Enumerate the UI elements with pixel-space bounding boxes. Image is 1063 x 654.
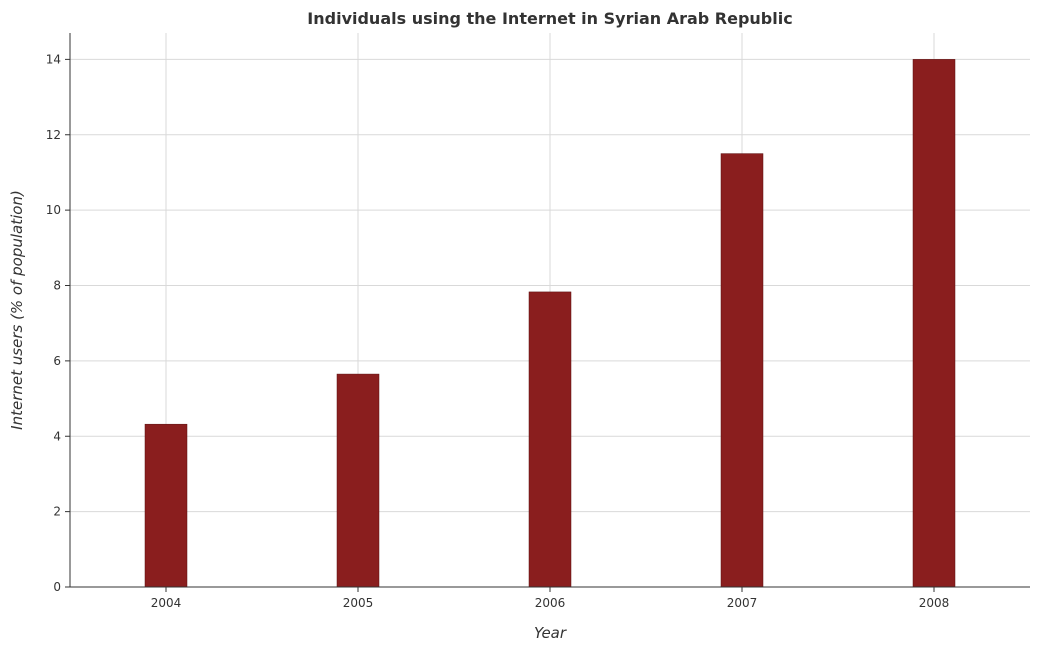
bar bbox=[336, 373, 380, 588]
x-ticks: 2004 2005 2006 2007 2008 bbox=[151, 587, 950, 610]
y-tick-label: 10 bbox=[46, 203, 61, 217]
bars bbox=[144, 59, 956, 588]
y-tick-label: 4 bbox=[53, 429, 61, 443]
x-tick-label: 2005 bbox=[343, 596, 374, 610]
y-tick-label: 14 bbox=[46, 52, 61, 66]
x-tick-label: 2004 bbox=[151, 596, 182, 610]
x-tick-label: 2007 bbox=[727, 596, 758, 610]
y-tick-label: 8 bbox=[53, 279, 61, 293]
bar bbox=[720, 153, 764, 588]
y-tick-label: 2 bbox=[53, 505, 61, 519]
y-tick-label: 6 bbox=[53, 354, 61, 368]
y-tick-label: 12 bbox=[46, 128, 61, 142]
y-axis-label: Internet users (% of population) bbox=[8, 190, 26, 430]
x-tick-label: 2006 bbox=[535, 596, 566, 610]
chart-title: Individuals using the Internet in Syrian… bbox=[307, 9, 792, 28]
x-axis-label: Year bbox=[534, 624, 567, 642]
bar bbox=[144, 423, 188, 588]
bar bbox=[912, 59, 956, 588]
y-ticks: 0 2 4 6 8 10 12 14 bbox=[46, 52, 70, 594]
bar bbox=[528, 291, 572, 588]
y-tick-label: 0 bbox=[53, 580, 61, 594]
x-tick-label: 2008 bbox=[919, 596, 950, 610]
